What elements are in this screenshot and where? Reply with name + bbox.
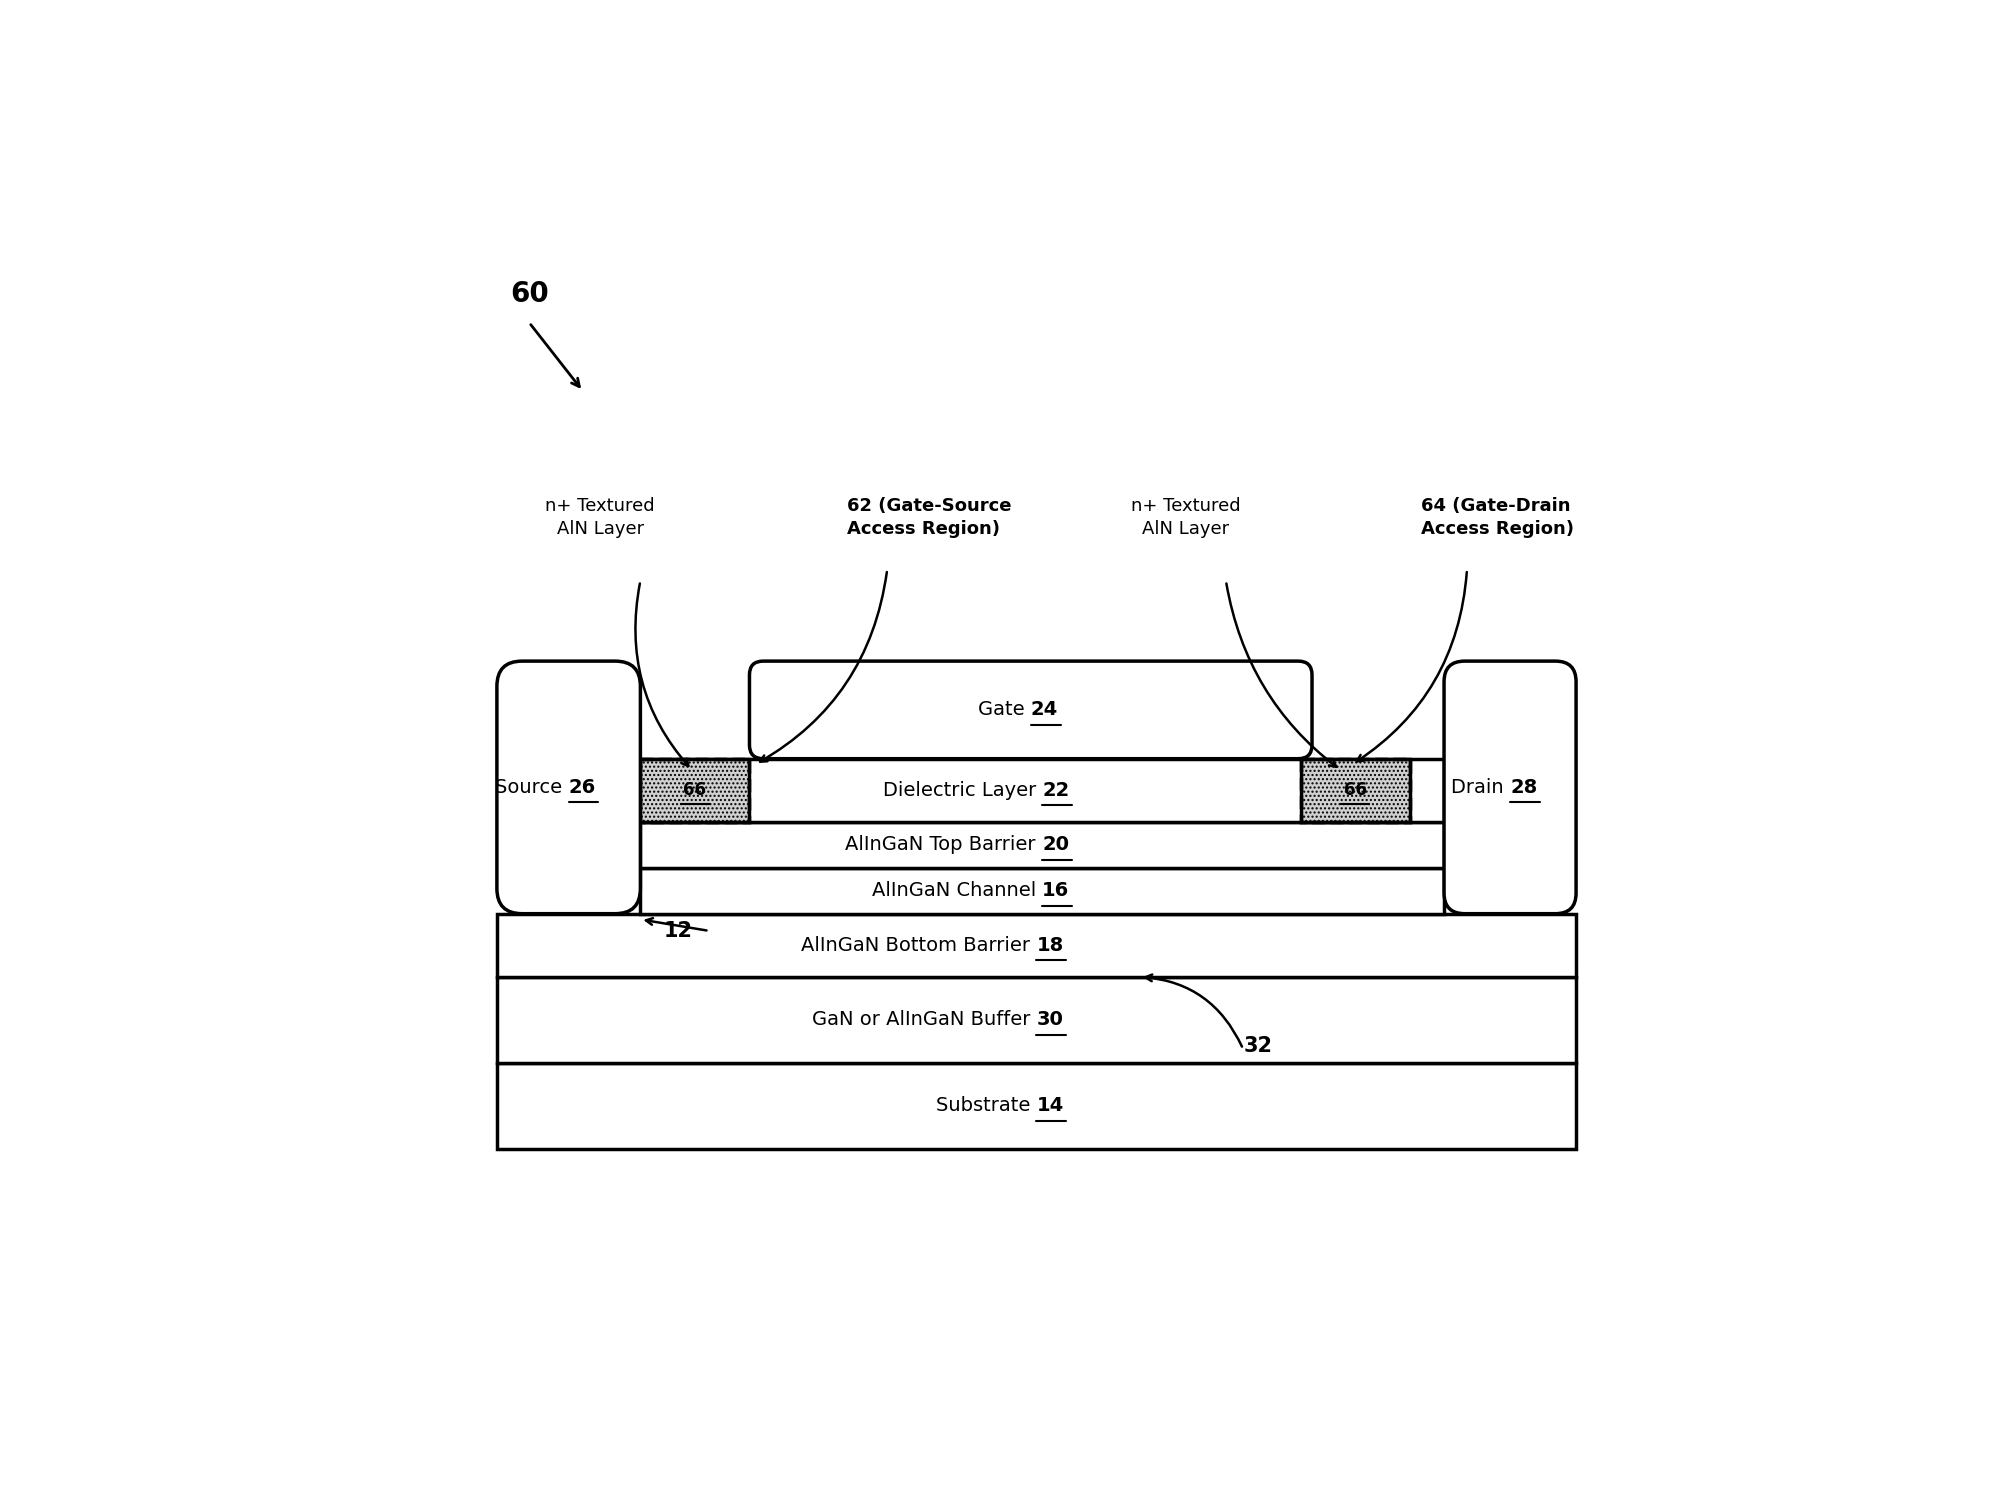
Text: 22: 22 xyxy=(1042,781,1070,799)
Text: Source: Source xyxy=(496,778,568,796)
Text: 12: 12 xyxy=(664,921,692,941)
Text: Gate: Gate xyxy=(978,701,1030,719)
FancyBboxPatch shape xyxy=(496,661,640,914)
Bar xyxy=(640,759,750,822)
Text: AlInGaN Top Barrier: AlInGaN Top Barrier xyxy=(846,835,1042,854)
Text: 32: 32 xyxy=(1244,1036,1272,1056)
Text: AlInGaN Channel: AlInGaN Channel xyxy=(872,881,1042,901)
Text: 18: 18 xyxy=(1036,936,1064,954)
Text: 64 (Gate-Drain
Access Region): 64 (Gate-Drain Access Region) xyxy=(1422,497,1574,538)
Text: AlInGaN Bottom Barrier: AlInGaN Bottom Barrier xyxy=(802,936,1036,954)
Text: Substrate: Substrate xyxy=(936,1096,1036,1115)
Text: Drain: Drain xyxy=(1452,778,1510,796)
Text: 30: 30 xyxy=(1036,1011,1064,1029)
Text: 16: 16 xyxy=(1042,881,1070,901)
Text: n+ Textured
AlN Layer: n+ Textured AlN Layer xyxy=(546,497,656,538)
Bar xyxy=(640,759,1444,822)
Bar xyxy=(640,759,750,822)
Text: 20: 20 xyxy=(1042,835,1070,854)
Bar xyxy=(1300,759,1410,822)
Text: 62 (Gate-Source
Access Region): 62 (Gate-Source Access Region) xyxy=(848,497,1012,538)
Bar xyxy=(496,1063,1576,1150)
Bar xyxy=(640,868,1444,914)
Text: 66: 66 xyxy=(684,781,706,799)
FancyBboxPatch shape xyxy=(750,661,1312,759)
Text: 66: 66 xyxy=(1344,781,1366,799)
FancyBboxPatch shape xyxy=(1444,661,1576,914)
Text: 26: 26 xyxy=(568,778,596,796)
Bar xyxy=(496,977,1576,1063)
Text: 24: 24 xyxy=(1030,701,1058,719)
Bar xyxy=(496,914,1576,977)
Bar xyxy=(1300,759,1410,822)
Text: GaN or AlInGaN Buffer: GaN or AlInGaN Buffer xyxy=(812,1011,1036,1029)
Text: Dielectric Layer: Dielectric Layer xyxy=(882,781,1042,799)
Text: 60: 60 xyxy=(510,280,550,307)
Text: 14: 14 xyxy=(1036,1096,1064,1115)
Bar xyxy=(640,822,1444,868)
Text: n+ Textured
AlN Layer: n+ Textured AlN Layer xyxy=(1130,497,1240,538)
Text: 28: 28 xyxy=(1510,778,1538,796)
